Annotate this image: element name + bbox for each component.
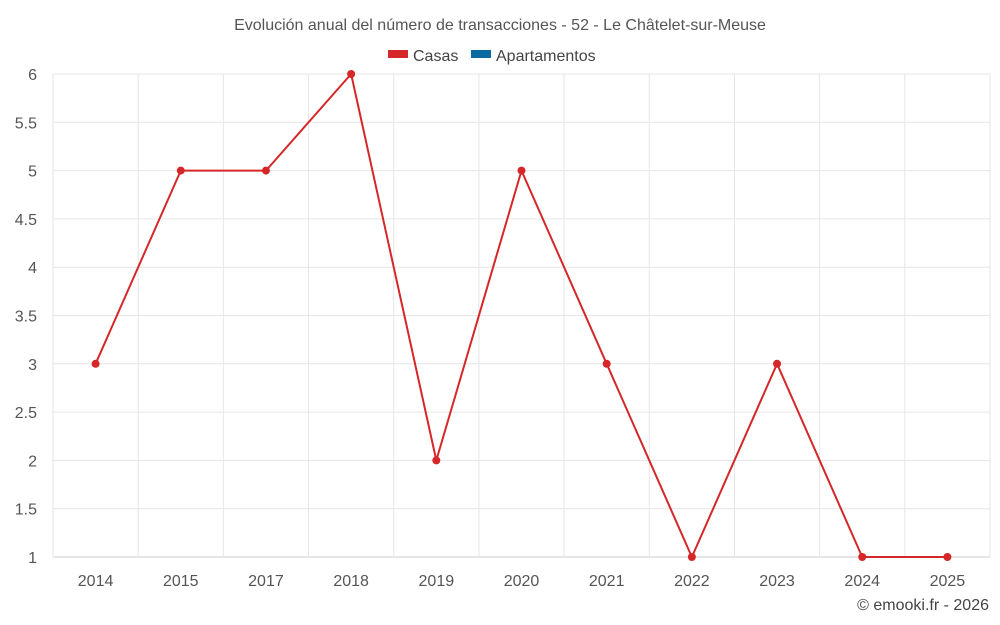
y-tick-label: 2	[28, 453, 37, 470]
data-point-casas-2021[interactable]	[602, 359, 611, 368]
credit-text: © emooki.fr - 2026	[857, 597, 989, 614]
data-point-casas-2024[interactable]	[858, 553, 867, 561]
x-tick-label: 2015	[163, 573, 199, 590]
x-tick-label: 2019	[419, 573, 455, 590]
x-tick-label: 2018	[333, 573, 369, 590]
x-tick-label: 2023	[759, 573, 795, 590]
legend-swatch-apartamentos	[471, 50, 491, 58]
data-point-casas-2015[interactable]	[176, 166, 185, 175]
legend-label-apartamentos[interactable]: Apartamentos	[496, 48, 596, 65]
data-point-casas-2022[interactable]	[687, 553, 696, 561]
x-tick-label: 2020	[504, 573, 540, 590]
data-point-casas-2017[interactable]	[261, 166, 270, 175]
y-tick-label: 1.5	[15, 502, 37, 519]
legend-label-casas[interactable]: Casas	[413, 48, 458, 65]
data-point-casas-2025[interactable]	[943, 553, 952, 561]
x-tick-label: 2017	[248, 573, 284, 590]
data-point-casas-2020[interactable]	[517, 166, 526, 175]
x-tick-label: 2021	[589, 573, 625, 590]
x-tick-label: 2014	[78, 573, 114, 590]
data-point-casas-2018[interactable]	[347, 70, 356, 78]
x-tick-label: 2024	[844, 573, 880, 590]
y-tick-label: 3.5	[15, 309, 37, 326]
x-tick-label: 2025	[930, 573, 966, 590]
series-points	[91, 70, 952, 561]
y-tick-label: 6	[28, 67, 37, 84]
chart-title: Evolución anual del número de transaccio…	[234, 17, 766, 34]
y-tick-label: 1	[28, 550, 37, 567]
y-tick-label: 2.5	[15, 405, 37, 422]
x-tick-label: 2022	[674, 573, 710, 590]
y-tick-label: 5.5	[15, 115, 37, 132]
y-tick-label: 3	[28, 357, 37, 374]
y-tick-label: 5	[28, 164, 37, 181]
y-axis: 1 1.5 2 2.5 3 3.5 4 4.5 5 5.5 6	[15, 67, 37, 567]
data-point-casas-2014[interactable]	[91, 359, 100, 368]
grid	[52, 73, 991, 558]
legend: Casas Apartamentos	[388, 48, 596, 65]
data-point-casas-2023[interactable]	[773, 359, 782, 368]
legend-swatch-casas	[388, 50, 408, 58]
y-tick-label: 4	[28, 260, 37, 277]
data-point-casas-2019[interactable]	[432, 456, 441, 465]
x-axis: 2014 2015 2017 2018 2019 2020 2021 2022 2023 2024…	[78, 573, 966, 590]
y-tick-label: 4.5	[15, 212, 37, 229]
